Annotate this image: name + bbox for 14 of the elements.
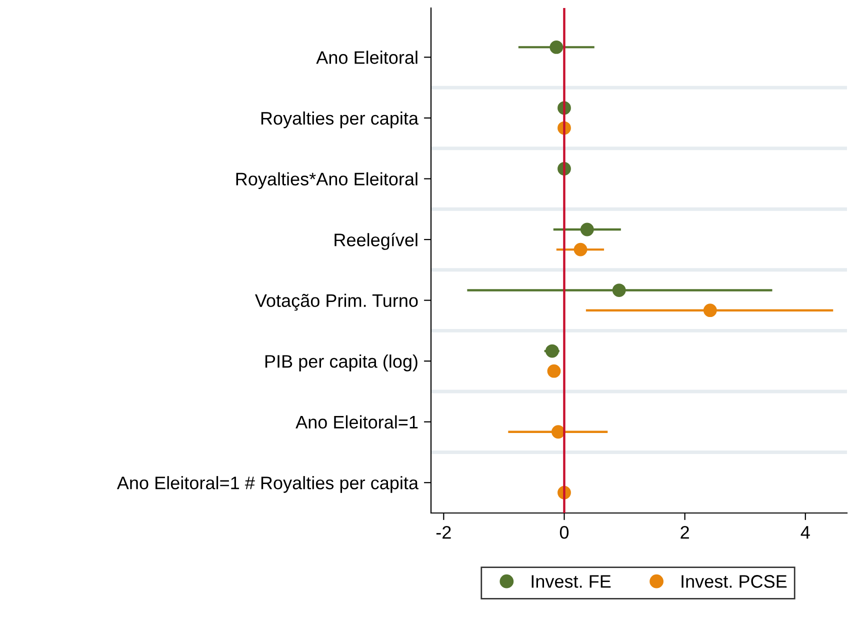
y-tick-label: Ano Eleitoral	[316, 50, 418, 64]
y-tick-label: PIB per capita (log)	[265, 354, 418, 372]
x-tick-label: 4	[800, 526, 810, 539]
y-tick-label: Ano Eleitoral=1 # Royalties per capita	[116, 476, 419, 493]
x-tick-label: -2	[436, 526, 451, 539]
y-tick-label: Reelegível	[334, 232, 418, 250]
legend-label: Invest. PCSE	[682, 575, 787, 588]
legend-label: Invest. FE	[532, 575, 611, 588]
y-tick-label: Royalties per capita	[261, 111, 419, 128]
y-tick-label: Royalties*Ano Eleitoral	[236, 172, 418, 190]
x-tick-label: 2	[680, 526, 689, 539]
y-tick-label: Ano Eleitoral=1	[296, 415, 418, 429]
x-tick-label: 0	[560, 526, 569, 539]
y-tick-label: Votação Prim. Turno	[255, 294, 418, 311]
